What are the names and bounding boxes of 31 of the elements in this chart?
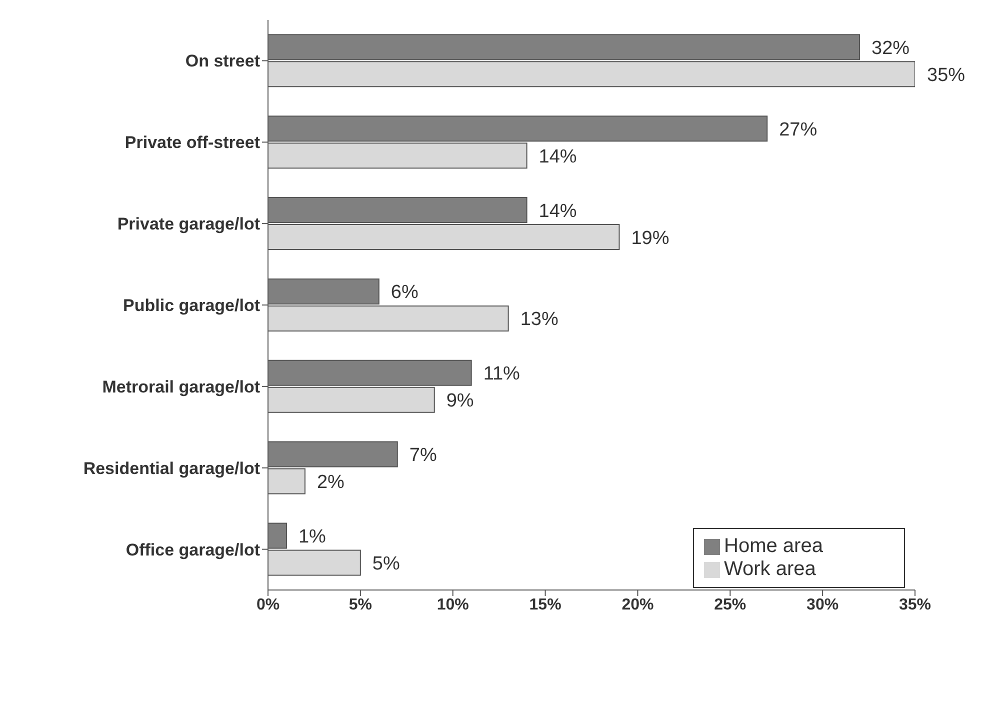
x-tick-label: 30% [806, 596, 839, 614]
y-tick-label: Private garage/lot [117, 214, 260, 234]
data-label: 7% [409, 445, 437, 466]
y-tick-label: On street [185, 52, 260, 71]
data-label: 11% [483, 364, 520, 385]
data-label: 14% [538, 200, 577, 222]
data-label: 27% [779, 119, 818, 140]
x-tick-label: 10% [436, 596, 469, 614]
x-tick-label: 5% [348, 596, 372, 614]
x-tick-label: 0% [256, 596, 280, 614]
data-label: 1% [298, 526, 326, 548]
y-tick-label: Metrorail garage/lot [102, 377, 260, 396]
legend-label: Home area [724, 535, 823, 557]
data-label: 32% [872, 38, 910, 59]
data-label: 9% [446, 390, 474, 412]
legend-label: Work area [724, 558, 816, 580]
data-label: 6% [390, 282, 418, 304]
y-tick-label: Private off-street [124, 133, 260, 152]
x-tick-label: 20% [622, 596, 654, 614]
data-label: 19% [631, 228, 670, 249]
data-label: 2% [316, 472, 345, 494]
y-tick-label: Public garage/lot [123, 296, 260, 316]
y-tick-label: Residential garage/lot [83, 458, 260, 478]
data-label: 5% [372, 553, 400, 574]
data-label: 13% [520, 309, 558, 330]
x-tick-label: 25% [714, 596, 746, 614]
x-tick-label: 15% [529, 596, 562, 614]
y-tick-label: Office garage/lot [126, 540, 260, 560]
data-label: 35% [927, 64, 966, 86]
data-label: 14% [538, 146, 577, 168]
x-tick-label: 35% [898, 596, 932, 614]
